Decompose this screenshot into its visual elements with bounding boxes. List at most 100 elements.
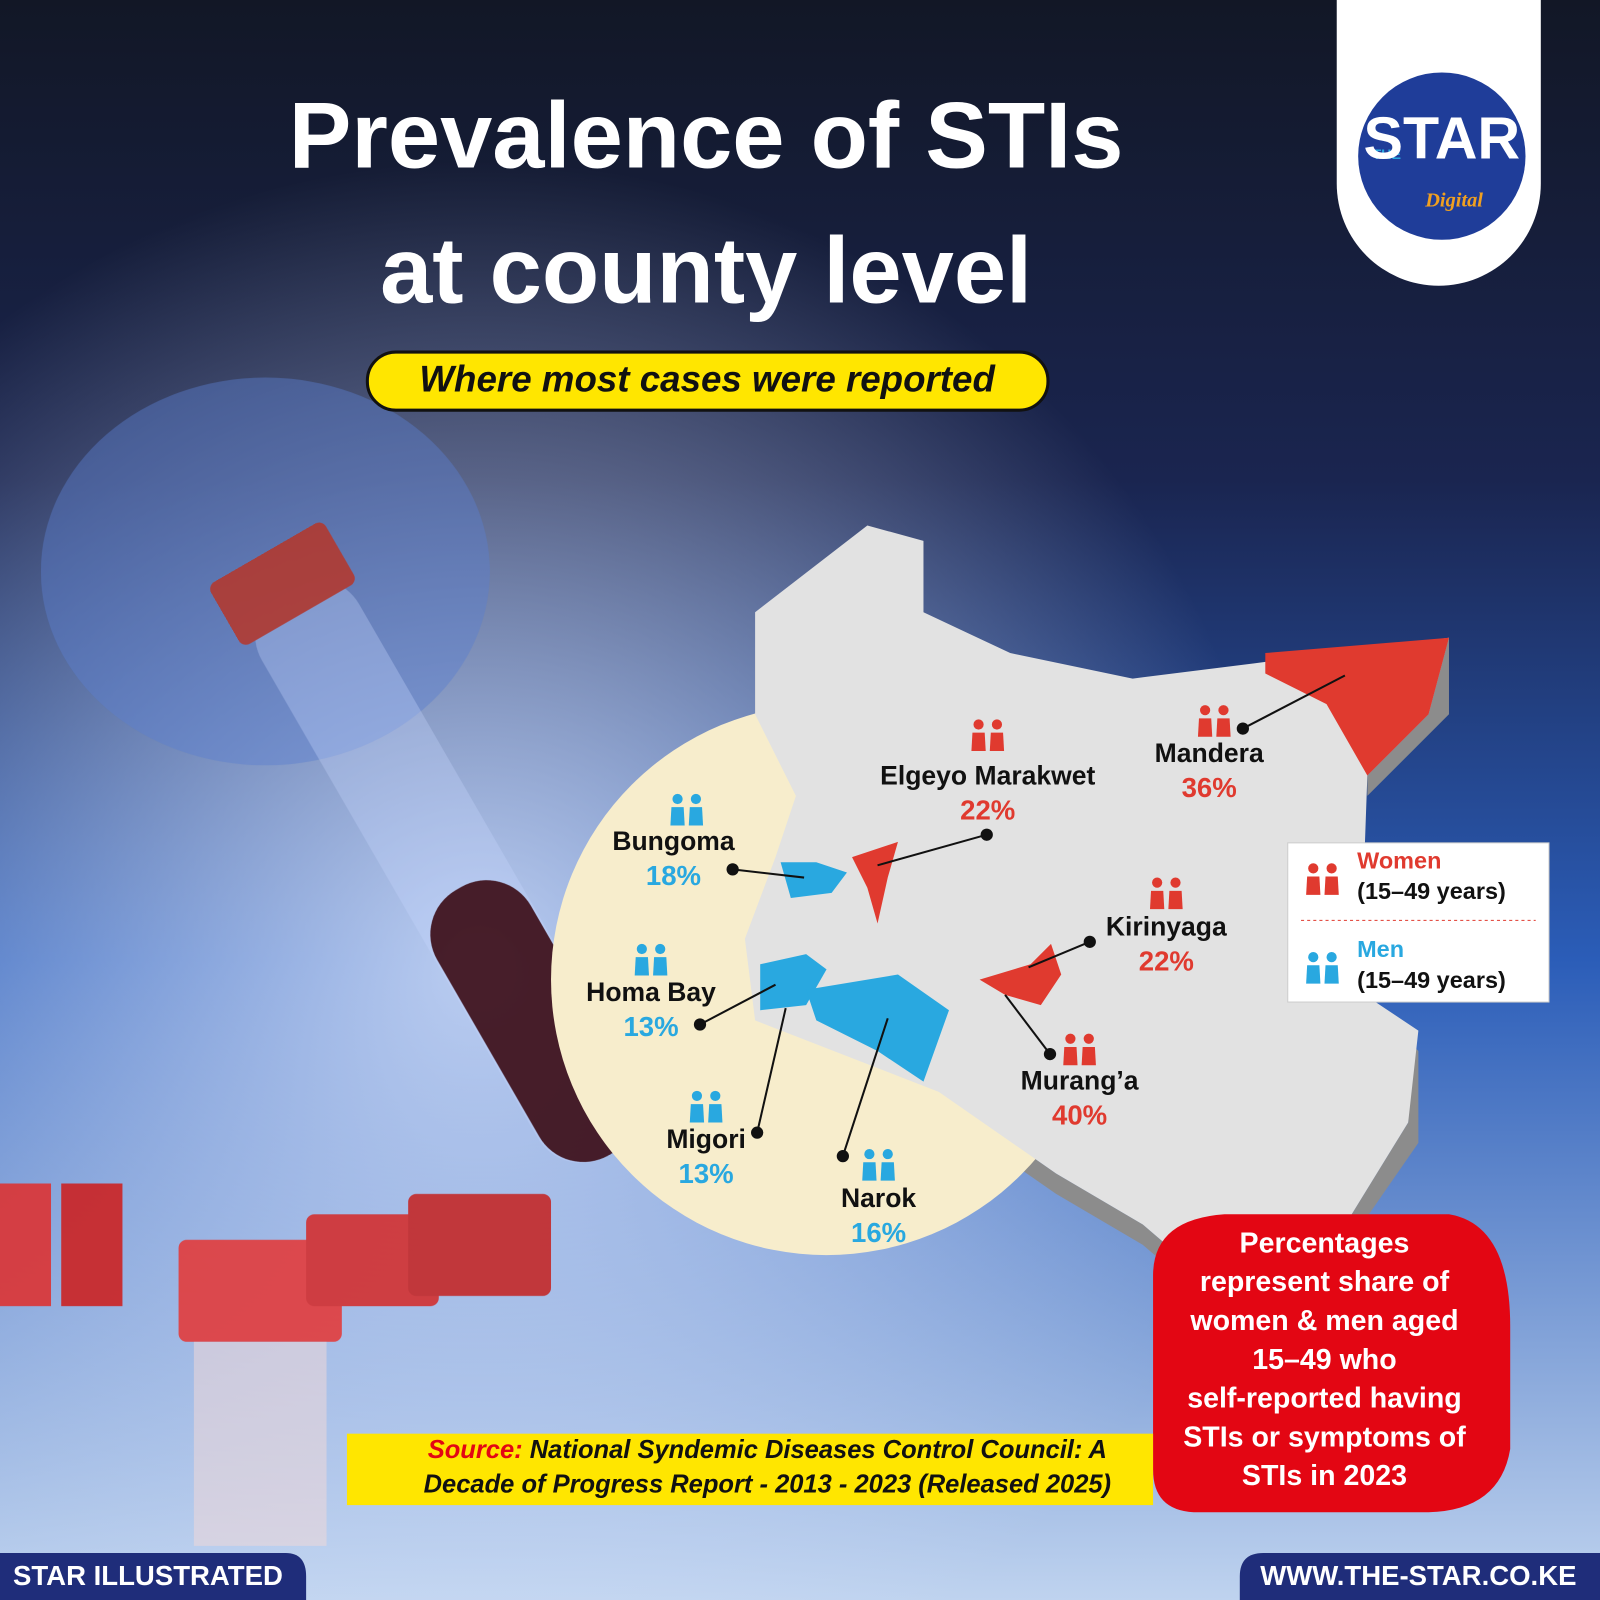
person-icon-body — [689, 1104, 705, 1123]
person-icon-head — [691, 1090, 703, 1102]
legend-range: (15–49 years) — [1357, 878, 1506, 904]
leader-dot — [693, 1018, 707, 1031]
subtitle: Where most cases were reported — [419, 358, 996, 399]
logo-digital: Digital — [1424, 190, 1483, 212]
county-name: Mandera — [1155, 738, 1264, 768]
person-icon-head — [690, 793, 702, 805]
title-line: Prevalence of STIs — [289, 83, 1124, 188]
person-icon-body — [971, 732, 986, 752]
county-value: 13% — [623, 1011, 678, 1042]
logo: THE STAR Digital — [1336, 0, 1541, 286]
leader-line — [877, 833, 988, 867]
note-line: STIs in 2023 — [1242, 1460, 1407, 1492]
person-icon-body — [862, 1162, 877, 1181]
person-icon-head — [710, 1090, 721, 1102]
county-value: 40% — [1052, 1100, 1107, 1131]
person-icon-head — [1218, 705, 1229, 716]
source-label: Source: — [428, 1436, 523, 1464]
person-icon-body — [708, 1104, 723, 1123]
note-line: STIs or symptoms of — [1183, 1421, 1466, 1453]
legend: Women (15–49 years) Men (15–49 years) — [1287, 842, 1550, 1003]
logo-the: THE — [1372, 147, 1401, 163]
person-icon-body — [670, 807, 685, 826]
leader-line — [1242, 674, 1346, 730]
source-text: National Syndemic Diseases Control Counc… — [530, 1436, 1107, 1464]
county-name: Narok — [841, 1183, 916, 1213]
leader-line — [732, 868, 805, 879]
source-band — [346, 1433, 1154, 1506]
legend-range: (15–49 years) — [1357, 967, 1506, 993]
leader-line — [1028, 940, 1091, 969]
person-icon-body — [1168, 890, 1183, 910]
county-name: Migori — [666, 1124, 746, 1154]
legend-label: Men — [1357, 936, 1404, 962]
person-icon-head — [1170, 877, 1181, 888]
person-icon-body — [1081, 1046, 1096, 1066]
person-icon-head — [864, 1148, 875, 1160]
leader-dot — [836, 1150, 849, 1163]
footer-left: STAR ILLUSTRATED — [13, 1560, 283, 1591]
county-value: 13% — [679, 1158, 734, 1189]
footer-right: WWW.THE-STAR.CO.KE — [1260, 1560, 1576, 1591]
person-icon-head — [1326, 863, 1337, 874]
leader-line — [756, 1007, 787, 1133]
person-icon-head — [1152, 877, 1163, 888]
person-icon-head — [1200, 705, 1211, 716]
county-value: 22% — [1139, 946, 1194, 977]
person-icon-head — [1083, 1033, 1094, 1044]
person-icon-body — [880, 1162, 895, 1181]
county-name: Bungoma — [612, 826, 735, 856]
leader-dot — [1083, 935, 1096, 948]
person-icon-head — [1326, 952, 1337, 963]
county-name: Kirinyaga — [1106, 912, 1227, 942]
person-icon-body — [1324, 876, 1339, 895]
county-name: Murang’a — [1021, 1066, 1139, 1096]
note-line: 15–49 who — [1252, 1344, 1396, 1376]
person-icon-head — [1308, 952, 1319, 963]
title-line: at county level — [380, 217, 1032, 322]
leader-dot — [751, 1126, 764, 1139]
note-line: self-reported having — [1187, 1383, 1462, 1415]
county-value: 22% — [960, 795, 1015, 826]
person-icon-head — [636, 943, 647, 955]
person-icon-body — [653, 957, 668, 976]
note-line: Percentages — [1240, 1227, 1410, 1259]
leader-dot — [726, 863, 739, 876]
person-icon-body — [1306, 965, 1321, 984]
person-icon-body — [1197, 718, 1213, 737]
leader-dot — [1236, 722, 1249, 735]
source-text: Decade of Progress Report - 2013 - 2023 … — [424, 1470, 1111, 1498]
person-icon-head — [1308, 863, 1319, 874]
leader-dot — [1043, 1047, 1057, 1061]
person-icon-body — [1324, 965, 1339, 984]
leader-dot — [980, 828, 993, 841]
person-icon-body — [989, 732, 1005, 752]
county-name: Elgeyo Marakwet — [880, 761, 1095, 791]
footer-right-bg — [1239, 1553, 1600, 1600]
person-icon-head — [991, 719, 1003, 730]
footer-left-bg — [0, 1553, 307, 1600]
leader-line — [699, 983, 776, 1026]
county-value: 18% — [646, 860, 701, 891]
person-icon-body — [634, 957, 649, 976]
person-icon-body — [1063, 1046, 1078, 1066]
person-icon-head — [655, 943, 666, 955]
person-icon-head — [1065, 1033, 1076, 1044]
note-line: women & men aged — [1189, 1305, 1458, 1337]
county-value: 16% — [851, 1217, 906, 1248]
decor-tubes — [0, 377, 642, 1546]
leader-line — [841, 1018, 889, 1157]
source-line: Source: National Syndemic Diseases Contr… — [428, 1436, 1107, 1464]
county-value: 36% — [1182, 772, 1237, 803]
legend-label: Women — [1357, 847, 1441, 873]
person-icon-head — [672, 793, 683, 805]
leader-line — [1004, 994, 1051, 1055]
person-icon-body — [1306, 876, 1321, 895]
person-icon-head — [882, 1148, 893, 1160]
person-icon-body — [1216, 718, 1231, 737]
subtitle-pill — [365, 350, 1050, 412]
person-icon-head — [973, 719, 984, 730]
note-line: represent share of — [1200, 1266, 1450, 1298]
county-name: Homa Bay — [586, 977, 716, 1007]
